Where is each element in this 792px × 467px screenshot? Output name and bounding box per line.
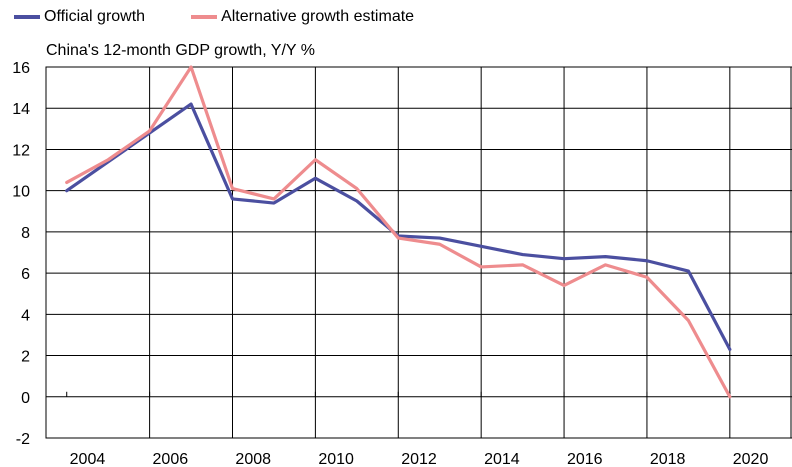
y-tick-label: 16 (12, 60, 30, 77)
x-tick-label: 2004 (70, 451, 106, 467)
series-line-alternative (65, 65, 732, 399)
legend-label-alternative: Alternative growth estimate (221, 8, 415, 25)
legend-item-alternative: Alternative growth estimate (191, 8, 414, 26)
y-tick-label: 10 (12, 184, 30, 201)
legend-swatch-alternative (191, 15, 218, 19)
y-tick-label: 14 (12, 101, 30, 118)
plot-border (45, 66, 792, 439)
chart-title: China's 12-month GDP growth, Y/Y % (46, 42, 315, 59)
y-tick-label: 2 (21, 349, 30, 366)
x-tick-label: 2016 (567, 451, 603, 467)
y-tick-label: -2 (16, 431, 30, 448)
y-tick-label: 0 (21, 390, 30, 407)
y-tick-label: 6 (21, 266, 30, 283)
x-tick-label: 2006 (153, 451, 189, 467)
y-tick-label: 12 (12, 142, 30, 159)
x-tick-label: 2012 (401, 451, 437, 467)
x-tick-label: 2010 (318, 451, 354, 467)
x-tick-label: 2018 (650, 451, 686, 467)
y-tick-label: 4 (21, 307, 30, 324)
legend-item-official: Official growth (14, 8, 145, 26)
x-tick-label: 2008 (235, 451, 271, 467)
y-tick-label: 8 (21, 225, 30, 242)
legend: Official growth Alternative growth estim… (14, 8, 414, 26)
legend-label-official: Official growth (44, 8, 146, 25)
legend-swatch-official (14, 15, 40, 19)
x-tick-label: 2014 (484, 451, 520, 467)
x-tick-label: 2020 (733, 451, 769, 467)
